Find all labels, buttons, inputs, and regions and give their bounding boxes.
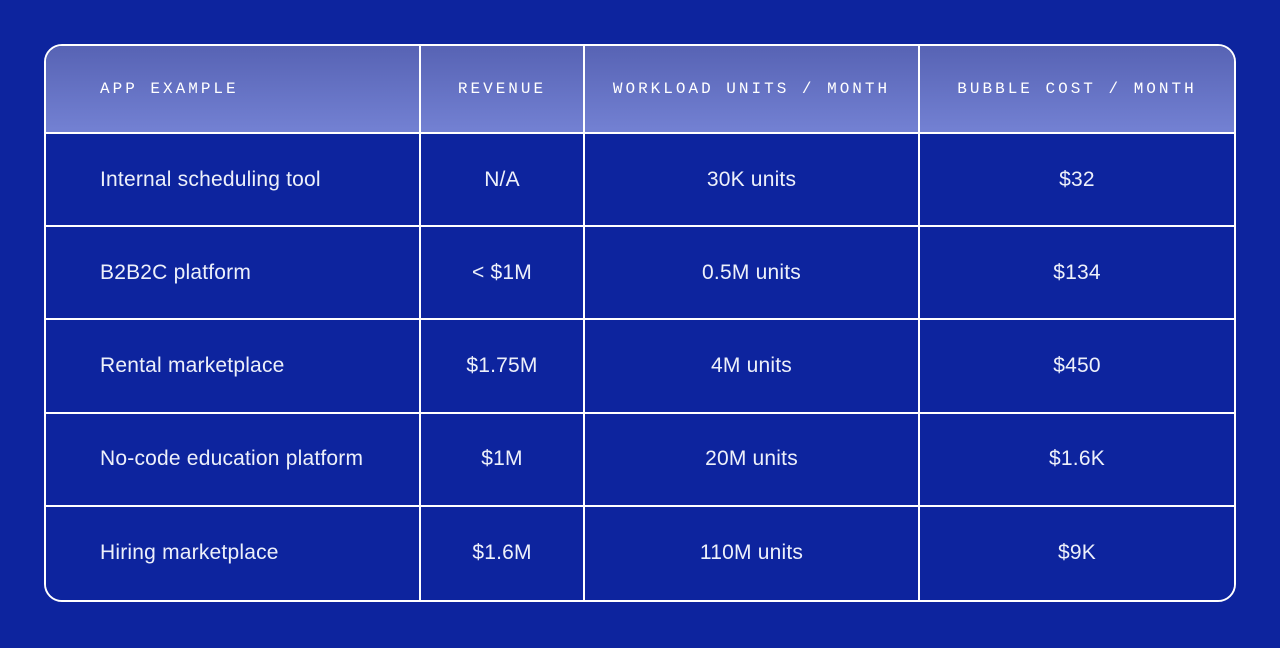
cell-revenue: $1.75M: [421, 320, 585, 414]
column-header-workload-units: WORKLOAD UNITS / MONTH: [585, 46, 920, 134]
cell-app-example: Internal scheduling tool: [46, 134, 421, 228]
cell-revenue: $1.6M: [421, 506, 585, 600]
cell-revenue: N/A: [421, 134, 585, 228]
cell-bubble-cost: $450: [920, 320, 1234, 414]
cell-workload-units: 4M units: [585, 320, 920, 414]
cell-workload-units: 20M units: [585, 413, 920, 507]
cell-workload-units: 0.5M units: [585, 227, 920, 321]
cell-revenue: $1M: [421, 413, 585, 507]
cell-revenue: < $1M: [421, 227, 585, 321]
cell-bubble-cost: $9K: [920, 506, 1234, 600]
cell-app-example: Hiring marketplace: [46, 506, 421, 600]
column-header-bubble-cost: BUBBLE COST / MONTH: [920, 46, 1234, 134]
cell-workload-units: 30K units: [585, 134, 920, 228]
cell-app-example: No-code education platform: [46, 413, 421, 507]
pricing-examples-table: APP EXAMPLE REVENUE WORKLOAD UNITS / MON…: [44, 44, 1236, 602]
cell-app-example: B2B2C platform: [46, 227, 421, 321]
cell-workload-units: 110M units: [585, 506, 920, 600]
column-header-app-example: APP EXAMPLE: [46, 46, 421, 134]
cell-bubble-cost: $1.6K: [920, 413, 1234, 507]
cell-bubble-cost: $134: [920, 227, 1234, 321]
column-header-revenue: REVENUE: [421, 46, 585, 134]
cell-app-example: Rental marketplace: [46, 320, 421, 414]
cell-bubble-cost: $32: [920, 134, 1234, 228]
